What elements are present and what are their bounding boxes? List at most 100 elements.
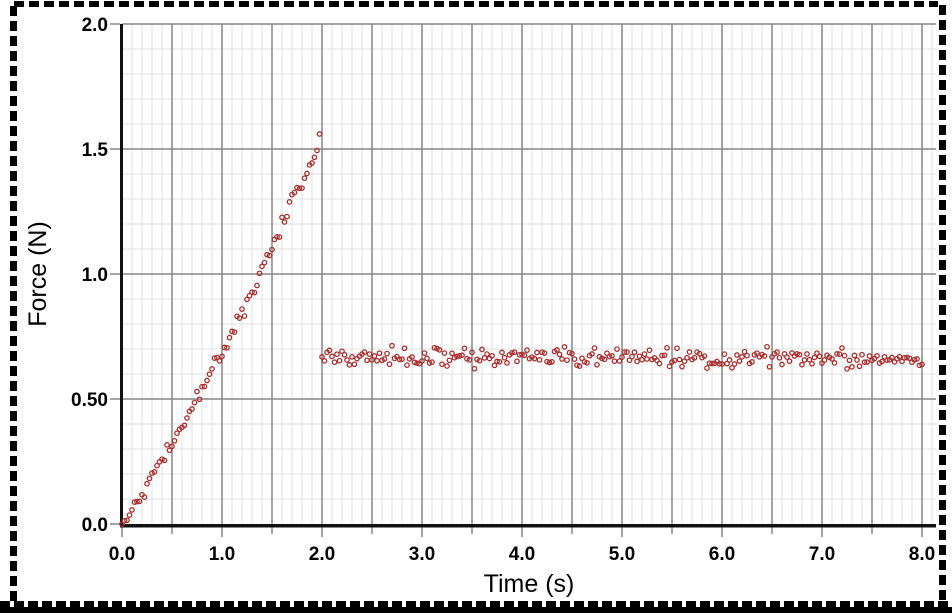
data-point bbox=[259, 263, 265, 270]
data-point bbox=[716, 360, 723, 367]
data-point bbox=[594, 361, 600, 368]
x-axis-line bbox=[120, 524, 936, 528]
data-point bbox=[701, 353, 708, 359]
y-tick-label: 2.0 bbox=[82, 15, 108, 36]
data-point bbox=[439, 361, 445, 368]
data-point bbox=[319, 354, 325, 360]
dashed-border-left bbox=[10, 6, 17, 602]
data-point bbox=[644, 356, 650, 362]
data-point bbox=[369, 357, 375, 363]
data-point bbox=[211, 355, 218, 361]
data-point bbox=[749, 359, 755, 365]
data-point bbox=[641, 351, 648, 357]
data-point bbox=[296, 185, 303, 192]
data-point bbox=[501, 354, 508, 361]
data-point bbox=[629, 353, 635, 360]
data-point bbox=[784, 354, 790, 360]
dashed-border-right bbox=[939, 5, 946, 602]
data-point bbox=[611, 358, 618, 365]
y-tick-label: 1.5 bbox=[82, 140, 109, 161]
data-point bbox=[534, 349, 540, 356]
data-point bbox=[291, 189, 298, 196]
data-point bbox=[864, 359, 870, 365]
data-point bbox=[851, 352, 858, 359]
data-point bbox=[326, 347, 333, 354]
data-point bbox=[301, 175, 308, 182]
data-point bbox=[251, 289, 258, 296]
data-point bbox=[174, 430, 180, 437]
data-point bbox=[559, 356, 565, 362]
data-point bbox=[249, 289, 255, 296]
data-point bbox=[284, 213, 290, 220]
data-point bbox=[499, 349, 505, 356]
solid-border-bottom bbox=[0, 607, 952, 613]
data-point bbox=[676, 356, 683, 363]
data-point bbox=[269, 246, 275, 253]
data-point bbox=[704, 365, 710, 371]
data-point bbox=[764, 343, 770, 350]
data-point bbox=[524, 347, 530, 353]
data-point bbox=[796, 351, 803, 358]
data-point bbox=[521, 352, 528, 359]
data-point bbox=[236, 315, 243, 321]
data-point bbox=[311, 154, 318, 161]
data-point bbox=[399, 356, 405, 363]
data-point bbox=[331, 359, 338, 366]
data-point bbox=[801, 357, 808, 363]
data-point bbox=[261, 259, 268, 266]
data-point bbox=[459, 352, 465, 359]
data-point bbox=[199, 383, 205, 390]
data-point bbox=[914, 356, 920, 362]
data-point bbox=[141, 494, 148, 500]
data-point bbox=[461, 345, 468, 352]
data-point bbox=[741, 348, 748, 355]
data-point bbox=[456, 353, 463, 359]
x-tick-label: 6.0 bbox=[709, 544, 735, 565]
data-point bbox=[266, 252, 273, 259]
data-point bbox=[484, 351, 490, 357]
data-point bbox=[834, 351, 840, 357]
data-point bbox=[904, 354, 910, 361]
data-point bbox=[351, 361, 358, 368]
data-point bbox=[896, 353, 903, 360]
data-point bbox=[229, 328, 235, 335]
data-point bbox=[409, 354, 415, 360]
data-point bbox=[589, 351, 595, 357]
data-point bbox=[846, 357, 853, 364]
data-point bbox=[216, 358, 223, 364]
data-point bbox=[361, 349, 368, 355]
data-point bbox=[859, 351, 865, 358]
data-point bbox=[491, 362, 498, 369]
data-point bbox=[241, 313, 248, 319]
data-point bbox=[126, 512, 133, 518]
data-point bbox=[151, 469, 158, 475]
data-point bbox=[621, 349, 628, 355]
data-point bbox=[204, 377, 210, 384]
data-point bbox=[276, 234, 283, 240]
data-point bbox=[309, 160, 315, 166]
data-point bbox=[761, 353, 768, 359]
data-point bbox=[144, 480, 150, 487]
data-point bbox=[919, 361, 925, 368]
data-point bbox=[709, 360, 715, 367]
x-tick-label: 0.0 bbox=[109, 544, 135, 565]
data-point bbox=[519, 351, 525, 358]
data-point bbox=[376, 350, 383, 357]
data-point bbox=[879, 358, 885, 365]
data-point bbox=[136, 498, 143, 505]
data-point bbox=[569, 350, 575, 357]
data-point bbox=[609, 352, 615, 359]
data-point bbox=[509, 349, 515, 356]
data-point bbox=[729, 364, 735, 371]
data-point bbox=[664, 344, 670, 351]
data-point bbox=[169, 443, 175, 450]
data-point bbox=[206, 371, 213, 378]
data-point bbox=[466, 357, 473, 363]
data-point bbox=[816, 353, 823, 360]
data-point bbox=[561, 344, 568, 350]
data-point bbox=[841, 352, 848, 359]
data-point bbox=[334, 351, 340, 358]
data-point bbox=[631, 349, 638, 356]
data-point bbox=[744, 352, 750, 359]
